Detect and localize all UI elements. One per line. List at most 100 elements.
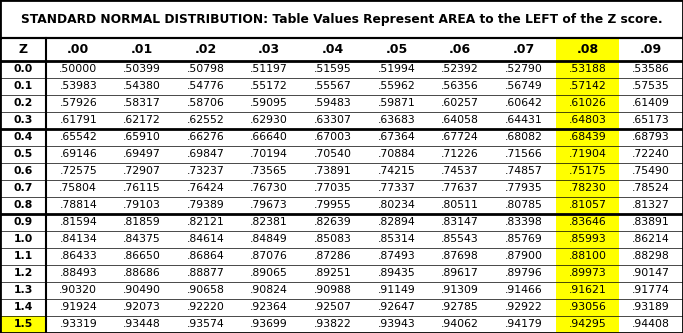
Text: .88877: .88877 [186, 268, 225, 278]
Text: .00: .00 [67, 43, 89, 56]
Text: .89251: .89251 [314, 268, 352, 278]
Text: .65173: .65173 [632, 116, 670, 126]
Text: .93574: .93574 [186, 319, 225, 329]
Text: .93056: .93056 [568, 302, 607, 312]
Text: .85769: .85769 [505, 234, 543, 244]
Text: .85543: .85543 [441, 234, 479, 244]
Text: 0.3: 0.3 [14, 116, 33, 126]
Bar [556, 146, 619, 163]
Text: .87493: .87493 [378, 251, 415, 261]
Text: Z: Z [18, 43, 28, 56]
Text: .88100: .88100 [568, 251, 607, 261]
Text: .59483: .59483 [314, 99, 352, 109]
Text: .81057: .81057 [568, 200, 607, 210]
Text: .70540: .70540 [314, 150, 352, 160]
Text: .93189: .93189 [632, 302, 670, 312]
Text: .60257: .60257 [441, 99, 479, 109]
Text: .51994: .51994 [378, 65, 415, 75]
Text: .91774: .91774 [632, 285, 670, 295]
Text: .54776: .54776 [186, 82, 225, 92]
Text: 1.1: 1.1 [14, 251, 33, 261]
Text: .84375: .84375 [123, 234, 161, 244]
Text: 0.8: 0.8 [14, 200, 33, 210]
Text: .57535: .57535 [632, 82, 670, 92]
Text: .72575: .72575 [59, 166, 97, 176]
Text: 0.6: 0.6 [14, 166, 33, 176]
Text: .91466: .91466 [505, 285, 543, 295]
Text: .77637: .77637 [441, 183, 479, 193]
Text: .87286: .87286 [314, 251, 352, 261]
Text: .08: .08 [576, 43, 598, 56]
Text: .90147: .90147 [632, 268, 670, 278]
Text: .92220: .92220 [186, 302, 225, 312]
Text: .88686: .88686 [123, 268, 161, 278]
Text: .61026: .61026 [568, 99, 607, 109]
Text: .77337: .77337 [378, 183, 415, 193]
Text: .56356: .56356 [441, 82, 479, 92]
Text: .72240: .72240 [632, 150, 670, 160]
Text: .92507: .92507 [314, 302, 352, 312]
Text: .75490: .75490 [632, 166, 670, 176]
Text: .03: .03 [258, 43, 280, 56]
Text: .68082: .68082 [505, 133, 543, 143]
Text: .87698: .87698 [441, 251, 479, 261]
Text: .63683: .63683 [378, 116, 415, 126]
Text: .75175: .75175 [569, 166, 607, 176]
Bar [556, 78, 619, 95]
Text: .91924: .91924 [59, 302, 97, 312]
Bar [556, 265, 619, 282]
Text: .59871: .59871 [378, 99, 415, 109]
Text: .69146: .69146 [59, 150, 97, 160]
Text: .50000: .50000 [59, 65, 98, 75]
Text: .66276: .66276 [186, 133, 225, 143]
Text: .07: .07 [513, 43, 535, 56]
Text: .53188: .53188 [569, 65, 607, 75]
Text: .51595: .51595 [314, 65, 352, 75]
Text: .82381: .82381 [251, 217, 288, 227]
Text: .90320: .90320 [59, 285, 97, 295]
Text: .84614: .84614 [186, 234, 225, 244]
Text: .55172: .55172 [251, 82, 288, 92]
Text: .56749: .56749 [505, 82, 543, 92]
Text: .04: .04 [322, 43, 344, 56]
Text: .52392: .52392 [441, 65, 479, 75]
Text: .86214: .86214 [632, 234, 670, 244]
Bar [556, 214, 619, 231]
Text: .86650: .86650 [123, 251, 161, 261]
Text: .70194: .70194 [250, 150, 288, 160]
Text: 0.9: 0.9 [14, 217, 33, 227]
Text: .50798: .50798 [186, 65, 225, 75]
Text: .66640: .66640 [250, 133, 288, 143]
Text: .67364: .67364 [378, 133, 415, 143]
Bar [556, 316, 619, 333]
Text: 0.7: 0.7 [14, 183, 33, 193]
Text: .09: .09 [640, 43, 663, 56]
Text: 0.4: 0.4 [14, 133, 33, 143]
Text: .54380: .54380 [123, 82, 161, 92]
Bar [556, 180, 619, 197]
Text: .80785: .80785 [505, 200, 543, 210]
Text: .82894: .82894 [378, 217, 415, 227]
Text: .74857: .74857 [505, 166, 543, 176]
Text: .79673: .79673 [251, 200, 288, 210]
Text: .73891: .73891 [314, 166, 352, 176]
Text: .62552: .62552 [186, 116, 225, 126]
Text: .87076: .87076 [250, 251, 288, 261]
Text: .73565: .73565 [251, 166, 288, 176]
Text: .80234: .80234 [378, 200, 415, 210]
Text: .93319: .93319 [59, 319, 97, 329]
Text: .89796: .89796 [505, 268, 543, 278]
Text: .86433: .86433 [59, 251, 97, 261]
Text: .83147: .83147 [441, 217, 479, 227]
Text: .89617: .89617 [441, 268, 479, 278]
Text: .71566: .71566 [505, 150, 543, 160]
Text: .77935: .77935 [505, 183, 543, 193]
Text: .90824: .90824 [250, 285, 288, 295]
Text: .63307: .63307 [314, 116, 352, 126]
Text: .68793: .68793 [632, 133, 670, 143]
Text: .89973: .89973 [569, 268, 607, 278]
Text: .94295: .94295 [569, 319, 607, 329]
Text: .73237: .73237 [186, 166, 225, 176]
Text: .57142: .57142 [569, 82, 607, 92]
Text: .55962: .55962 [378, 82, 415, 92]
